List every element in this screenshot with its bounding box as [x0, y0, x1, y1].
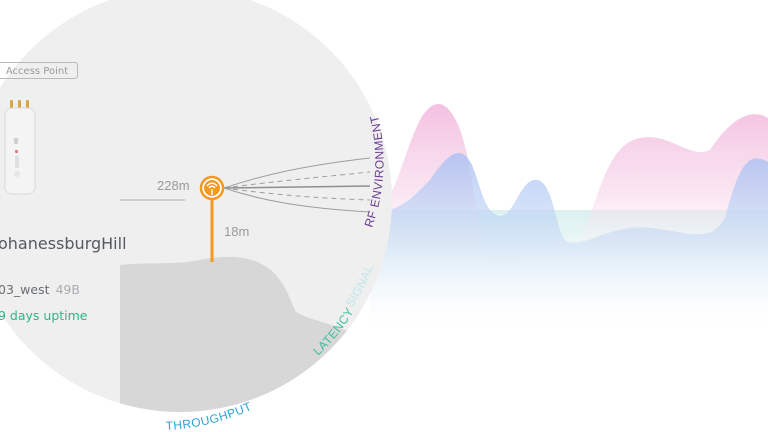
signal-wave-chart	[370, 104, 768, 340]
wave-blue	[370, 153, 768, 330]
device-type-badge: Access Point	[0, 62, 78, 79]
uptime-status: 9 days uptime	[0, 308, 88, 323]
ssid-name: 03_west	[0, 282, 50, 297]
link-distance-label: 228m	[157, 178, 190, 193]
ssid-size: 49B	[55, 282, 80, 297]
ssid-row: 03_west 49B	[0, 282, 80, 297]
site-name[interactable]: ohanessburgHill	[0, 234, 127, 253]
link-beams	[223, 157, 371, 213]
antenna-signal-icon[interactable]	[199, 175, 225, 201]
mast-height-label: 18m	[224, 224, 249, 239]
access-point-device-icon[interactable]	[0, 98, 40, 198]
